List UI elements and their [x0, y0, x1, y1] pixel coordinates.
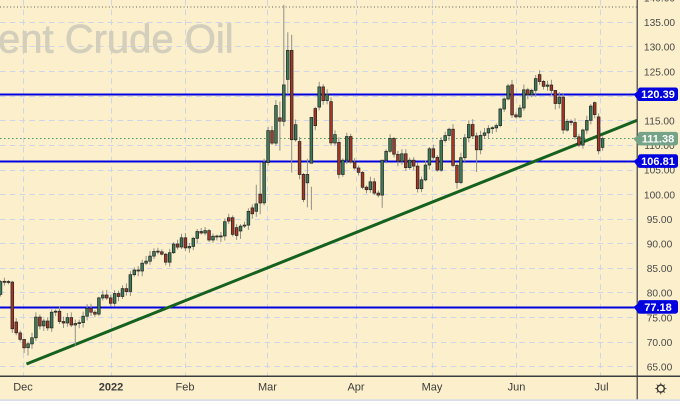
svg-text:Feb: Feb	[176, 382, 195, 394]
svg-text:106.81: 106.81	[641, 156, 675, 168]
svg-text:80.00: 80.00	[647, 289, 673, 300]
svg-text:125.00: 125.00	[644, 67, 675, 78]
svg-text:105.00: 105.00	[644, 166, 675, 177]
svg-text:95.00: 95.00	[647, 215, 673, 226]
svg-text:Jul: Jul	[594, 382, 608, 394]
svg-text:May: May	[422, 382, 443, 394]
svg-text:65.00: 65.00	[647, 363, 673, 374]
svg-text:70.00: 70.00	[647, 338, 673, 349]
svg-text:Jun: Jun	[508, 382, 526, 394]
svg-text:135.00: 135.00	[644, 18, 675, 29]
svg-text:110.00: 110.00	[644, 141, 675, 152]
svg-text:Brent Crude Oil: Brent Crude Oil	[0, 18, 234, 62]
svg-text:75.00: 75.00	[647, 313, 673, 324]
svg-text:Dec: Dec	[13, 382, 33, 394]
svg-text:2022: 2022	[99, 382, 123, 394]
svg-text:85.00: 85.00	[647, 264, 673, 275]
svg-text:90.00: 90.00	[647, 240, 673, 251]
svg-text:Mar: Mar	[258, 382, 277, 394]
svg-text:Apr: Apr	[347, 382, 364, 394]
svg-text:115.00: 115.00	[644, 117, 675, 128]
svg-text:120.39: 120.39	[641, 89, 675, 101]
svg-text:77.18: 77.18	[644, 302, 672, 314]
svg-text:100.00: 100.00	[644, 190, 675, 201]
svg-text:111.38: 111.38	[642, 134, 674, 146]
svg-text:140.00: 140.00	[644, 0, 675, 5]
svg-text:130.00: 130.00	[644, 43, 675, 54]
